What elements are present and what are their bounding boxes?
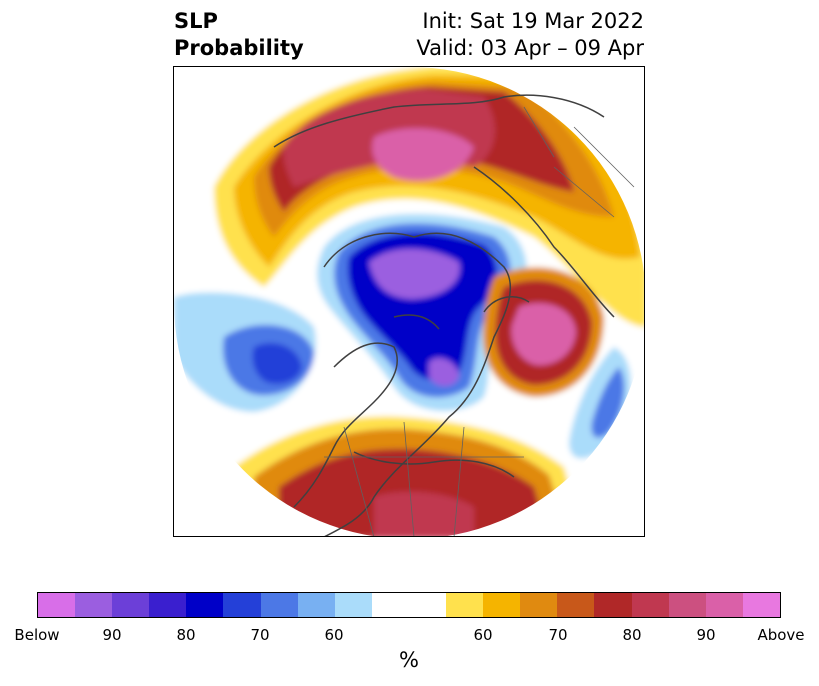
colorbar-segment	[557, 593, 595, 617]
colorbar-segment	[705, 593, 743, 617]
colorbar-segment	[38, 593, 76, 617]
probability-field	[174, 67, 644, 536]
colorbar-segment	[186, 593, 224, 617]
colorbar-tick-label: 90	[696, 626, 716, 644]
init-date: Init: Sat 19 Mar 2022	[422, 9, 644, 33]
colorbar	[37, 592, 781, 618]
colorbar-segment	[260, 593, 298, 617]
colorbar-tick-label: Below	[14, 626, 60, 644]
colorbar-tick-label: 80	[622, 626, 642, 644]
colorbar-tick-label: 60	[324, 626, 344, 644]
date-info: Init: Sat 19 Mar 2022 Valid: 03 Apr – 09…	[416, 8, 644, 62]
colorbar-tick-label: Above	[757, 626, 805, 644]
colorbar-segment	[668, 593, 706, 617]
title-line-1: SLP	[174, 9, 218, 33]
colorbar-tick-label: 90	[102, 626, 122, 644]
valid-range: Valid: 03 Apr – 09 Apr	[416, 36, 644, 60]
map-title: SLP Probability	[174, 8, 304, 62]
colorbar-unit: %	[399, 648, 419, 672]
colorbar-tick-label: 70	[250, 626, 270, 644]
colorbar-tick-label: 70	[548, 626, 568, 644]
borders	[324, 106, 635, 536]
probability-map	[173, 66, 645, 537]
colorbar-tick-label: 80	[176, 626, 196, 644]
coastlines	[273, 94, 615, 536]
colorbar-segment	[631, 593, 669, 617]
colorbar-segment	[149, 593, 187, 617]
colorbar-segment	[408, 593, 447, 617]
colorbar-segment	[334, 593, 372, 617]
colorbar-segment	[223, 593, 261, 617]
colorbar-segment	[112, 593, 150, 617]
colorbar-segment	[371, 593, 409, 617]
colorbar-segment	[520, 593, 558, 617]
colorbar-segment	[75, 593, 113, 617]
colorbar-segment	[594, 593, 632, 617]
colorbar-segment	[446, 593, 484, 617]
colorbar-tick-label: 60	[473, 626, 493, 644]
colorbar-segment	[297, 593, 335, 617]
title-line-2: Probability	[174, 36, 304, 60]
colorbar-segment	[483, 593, 521, 617]
colorbar-segment	[742, 593, 780, 617]
map-plot	[174, 67, 644, 536]
